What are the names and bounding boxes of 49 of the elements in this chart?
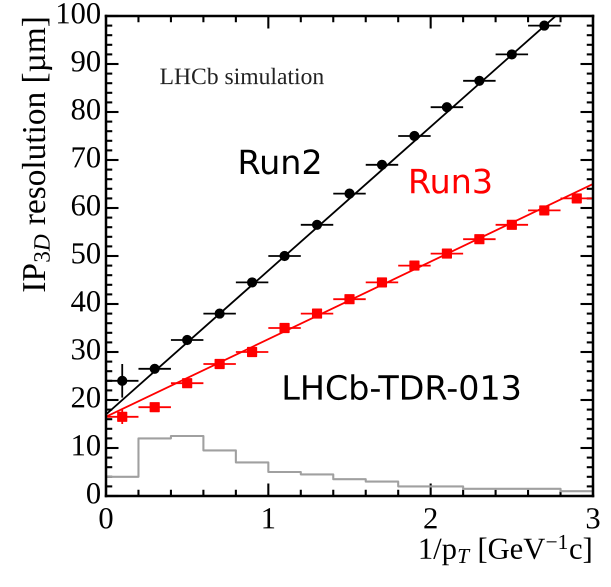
point [150,402,160,412]
point [474,76,484,86]
point [442,102,452,112]
x-tick-label: 3 [586,508,600,529]
point [214,308,225,319]
point [376,277,388,288]
point [442,248,452,259]
point [344,294,355,304]
x-tick-label: 2 [424,508,437,528]
annotation: LHCb-TDR-013 [284,374,520,400]
y-tick-label: 90 [72,51,100,72]
x-axis-title: 1/p$_{T}$ [GeV$^{−1}$c] [420,534,590,566]
series-label: Run2 [240,149,320,174]
series-label: Run3 [411,168,490,194]
point [409,260,420,271]
point [247,277,258,288]
x-tick-label: 1 [263,508,274,528]
point [182,378,192,388]
point [506,49,517,60]
point [539,20,550,31]
y-tick-label: 80 [72,99,100,120]
point [247,346,258,358]
point [474,234,484,244]
y-tick-label: 20 [72,387,100,408]
y-tick-label: 40 [71,291,100,312]
point [312,308,322,319]
y-tick-label: 30 [72,339,100,360]
point [409,130,420,142]
point [117,376,128,386]
point [117,412,128,422]
annotation: LHCb simulation [160,68,324,84]
point [572,193,582,204]
point [279,322,290,334]
y-tick-label: 50 [72,243,100,264]
point [312,220,322,230]
y-tick-label: 60 [72,195,100,216]
y-tick-label: 100 [58,3,100,24]
point [376,160,388,170]
point [279,250,290,262]
point [539,205,550,216]
point [506,220,517,230]
y-tick-label: 10 [73,435,100,456]
y-axis-title: IP$_{3D}$ resolution [µm] [22,18,52,292]
point [214,358,225,370]
point [344,188,355,199]
y-tick-label: 0 [87,483,100,504]
point [150,364,160,374]
point [182,334,192,346]
y-tick-label: 70 [72,147,100,168]
